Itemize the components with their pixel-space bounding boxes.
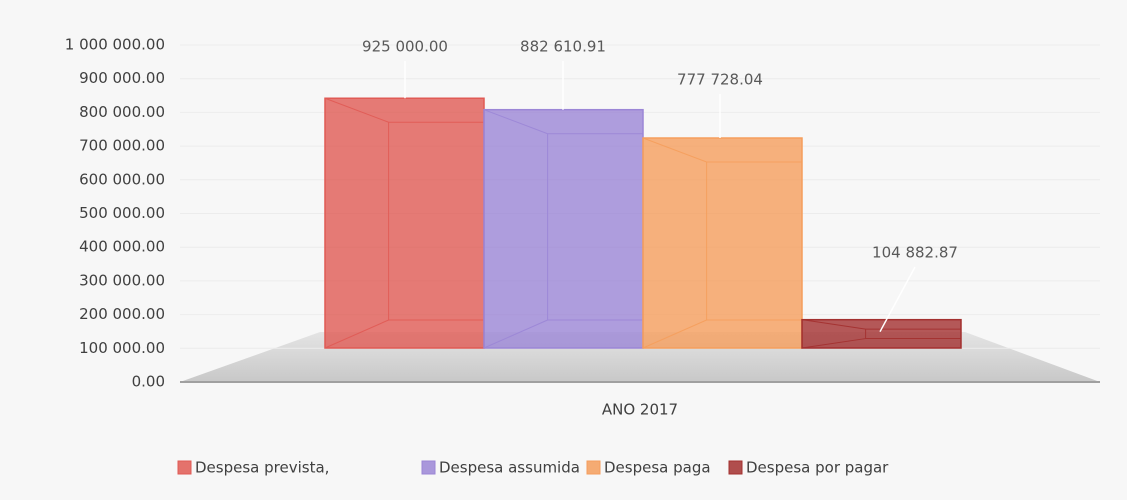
data-label: 882 610.91 (520, 38, 606, 56)
bar (324, 97, 485, 349)
legend-swatch (728, 460, 743, 475)
y-tick-label: 1 000 000.00 (65, 36, 165, 54)
y-tick-label: 700 000.00 (79, 137, 165, 155)
legend-label: Despesa paga (604, 459, 711, 477)
data-label: 925 000.00 (362, 38, 448, 56)
legend-swatch (421, 460, 436, 475)
bar-edge (642, 137, 802, 349)
y-tick-label: 0.00 (132, 373, 165, 391)
legend-label: Despesa assumida (439, 459, 580, 477)
y-tick-label: 500 000.00 (79, 204, 165, 222)
y-tick-label: 100 000.00 (79, 339, 165, 357)
y-tick-label: 600 000.00 (79, 170, 165, 188)
x-category-label: ANO 2017 (602, 401, 678, 419)
y-tick-label: 800 000.00 (79, 103, 165, 121)
legend-swatch (586, 460, 601, 475)
data-label: 777 728.04 (677, 71, 763, 89)
bar (483, 108, 644, 349)
legend-label: Despesa prevista, (195, 459, 329, 477)
bar-edge (801, 319, 961, 349)
leader-line (879, 266, 916, 333)
legend-swatch (177, 460, 192, 475)
y-tick-label: 200 000.00 (79, 305, 165, 323)
bar-edge (483, 109, 643, 349)
y-tick-label: 300 000.00 (79, 271, 165, 289)
legend-label: Despesa por pagar (746, 459, 889, 477)
y-tick-label: 400 000.00 (79, 238, 165, 256)
bar (801, 318, 962, 349)
bar (642, 137, 803, 349)
data-label: 104 882.87 (872, 244, 958, 262)
bar-edge (324, 97, 484, 349)
y-tick-label: 900 000.00 (79, 69, 165, 87)
